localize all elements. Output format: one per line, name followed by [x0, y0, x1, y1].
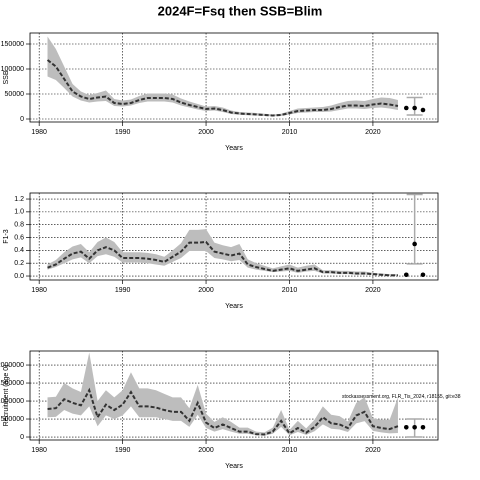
- confidence-band: [47, 352, 398, 436]
- plot-frame: [29, 350, 439, 441]
- x-tick-label: 2020: [365, 287, 381, 294]
- x-tick-label: 1990: [115, 447, 131, 454]
- x-tick-label: 1990: [115, 287, 131, 294]
- estimate-line: [46, 59, 399, 117]
- forecast-point: [403, 424, 409, 430]
- forecast-point: [412, 105, 417, 111]
- x-tick-label: 1980: [31, 129, 47, 136]
- y-tick-label: 1500000: [0, 380, 24, 387]
- annotation: stockassessment.org, FLR_Tis_2024, r1815…: [342, 394, 461, 400]
- x-tick-label: 2000: [198, 129, 214, 136]
- y-tick-label: 1000000: [0, 398, 24, 405]
- x-tick-label: 2020: [365, 129, 381, 136]
- panel: 1980 1990 2000 2010 2020 0 500000 1000000 150000…: [0, 350, 461, 470]
- forecast-point: [420, 424, 426, 430]
- y-axis-label: SSB: [3, 70, 10, 84]
- y-tick-label: 100000: [1, 66, 24, 73]
- y-tick-label: 500000: [1, 416, 24, 423]
- x-tick-label: 1980: [31, 447, 47, 454]
- forecast-point: [420, 272, 426, 278]
- estimate-line: [47, 387, 399, 436]
- forecast-point: [420, 107, 426, 113]
- forecast-point: [403, 272, 409, 278]
- estimate-line: [47, 240, 398, 277]
- x-tick-label: 2020: [365, 447, 381, 454]
- y-tick-label: 0.6: [14, 234, 24, 241]
- y-tick-label: 2000000: [0, 362, 24, 369]
- panel: 1980 1990 2000 2010 2020 0.0 0.2 0.4 0.6 0.8 1.0 1.…: [3, 192, 439, 310]
- panel: 1980 1990 2000 2010 2020 0 50000 100000 150000 Ye…: [1, 32, 439, 152]
- x-axis-label: Years: [225, 303, 243, 310]
- plot-frame: [29, 192, 439, 281]
- x-tick-label: 1980: [31, 287, 47, 294]
- plot-frame: [29, 32, 439, 123]
- x-tick-label: 2010: [282, 447, 298, 454]
- x-tick-label: 2010: [282, 287, 298, 294]
- forecast-point: [403, 105, 409, 111]
- y-tick-label: 0.0: [14, 273, 24, 280]
- y-tick-label: 150000: [1, 41, 24, 48]
- x-axis-label: Years: [225, 463, 243, 470]
- x-axis-label: Years: [225, 145, 243, 152]
- y-tick-label: 1.0: [14, 209, 24, 216]
- y-tick-label: 0.4: [14, 247, 24, 254]
- figure-title: 2024F=Fsq then SSB=Blim: [158, 3, 323, 18]
- y-tick-label: 0.8: [14, 222, 24, 229]
- confidence-band: [47, 229, 398, 276]
- y-tick-label: 50000: [5, 91, 25, 98]
- confidence-band: [47, 36, 398, 117]
- forecast-point: [412, 424, 417, 430]
- y-axis-label: Recruitment (age 0): [3, 365, 10, 427]
- y-axis-label: F1-3: [3, 229, 10, 244]
- y-tick-label: 0: [20, 434, 24, 441]
- y-tick-label: 1.2: [14, 196, 24, 203]
- y-tick-label: 0.2: [14, 260, 24, 267]
- x-tick-label: 2010: [282, 129, 298, 136]
- x-tick-label: 1990: [115, 129, 131, 136]
- x-tick-label: 2000: [198, 287, 214, 294]
- x-tick-label: 2000: [198, 447, 214, 454]
- forecast-point: [412, 241, 417, 247]
- y-tick-label: 0: [20, 116, 24, 123]
